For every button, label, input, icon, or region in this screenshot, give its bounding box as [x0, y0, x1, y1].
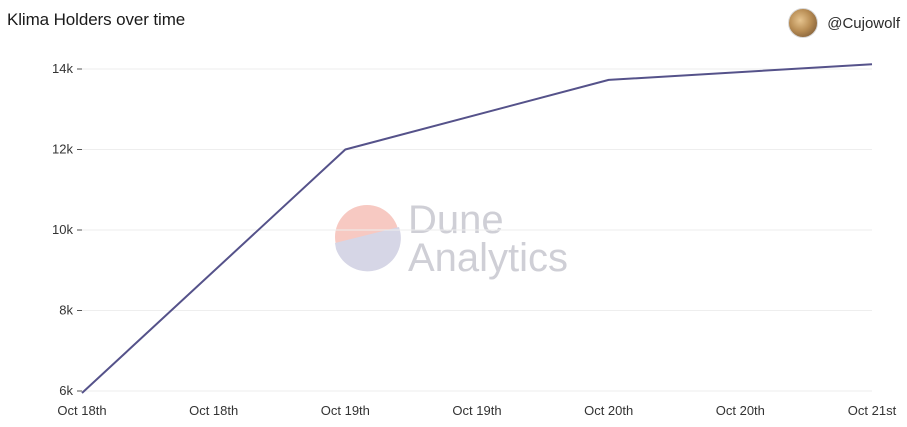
x-tick-label: Oct 20th	[584, 403, 633, 418]
x-tick-label: Oct 18th	[57, 403, 106, 418]
y-tick-label: 14k	[52, 61, 73, 76]
data-point[interactable]	[342, 147, 348, 153]
watermark-line1: Dune	[408, 198, 504, 242]
data-point[interactable]	[606, 77, 612, 83]
x-tick-label: Oct 19th	[452, 403, 501, 418]
y-axis: 6k 8k 10k 12k 14k	[52, 61, 82, 398]
series-group	[79, 61, 875, 396]
y-tick-label: 8k	[59, 303, 73, 318]
x-tick-label: Oct 21st	[848, 403, 897, 418]
user-badge[interactable]: @Cujowolf	[788, 8, 900, 38]
x-axis: Oct 18th Oct 18th Oct 19th Oct 19th Oct 20th…	[57, 403, 896, 418]
dune-logo-lower-half	[335, 227, 401, 272]
x-tick-label: Oct 18th	[189, 403, 238, 418]
user-avatar-icon[interactable]	[788, 8, 819, 38]
data-point[interactable]	[79, 390, 85, 396]
x-tick-label: Oct 20th	[716, 403, 765, 418]
y-tick-label: 10k	[52, 222, 73, 237]
y-tick-label: 6k	[59, 383, 73, 398]
x-tick-label: Oct 19th	[321, 403, 370, 418]
chart-title: Klima Holders over time	[7, 10, 186, 29]
data-point[interactable]	[869, 61, 875, 67]
user-handle[interactable]: @Cujowolf	[827, 14, 900, 32]
y-tick-label: 12k	[52, 142, 73, 157]
watermark-line2: Analytics	[408, 236, 568, 280]
watermark: Dune Analytics	[335, 198, 568, 280]
gridlines	[82, 68, 872, 392]
series-line[interactable]	[81, 63, 873, 394]
